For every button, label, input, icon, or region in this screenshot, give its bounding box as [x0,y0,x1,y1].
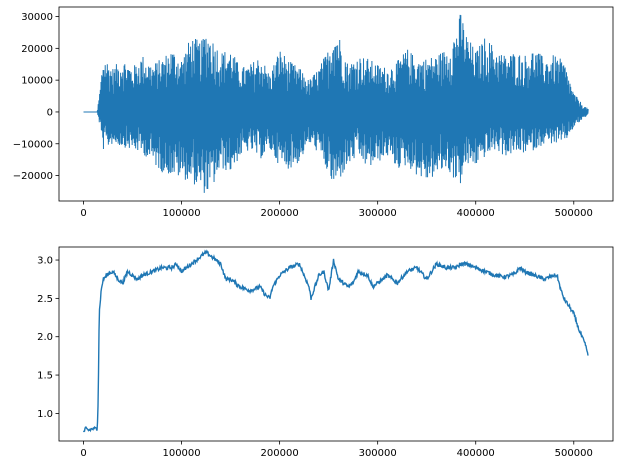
envelope-ytick-label: 3.0 [37,256,53,267]
envelope-ytick-label: 2.5 [37,294,53,305]
waveform-xtick-label: 100000 [162,208,200,219]
envelope-x-axis: 0 100000 200000 300000 400000 500000 [80,441,593,459]
waveform-ytick-label: 0 [47,107,53,118]
waveform-xtick-label: 0 [80,208,86,219]
waveform-ytick-label: −10000 [13,139,53,150]
waveform-xtick-label: 500000 [555,208,593,219]
waveform-plot: 0 100000 200000 300000 400000 500000 −20000−1… [13,6,614,219]
envelope-ytick-label: 1.0 [37,409,53,420]
envelope-ytick-label: 1.5 [37,371,53,382]
waveform-series-line [83,14,589,193]
envelope-series-line [82,249,589,433]
envelope-xtick-label: 300000 [359,448,397,459]
waveform-xtick-label: 300000 [359,208,397,219]
envelope-xtick-label: 0 [80,448,86,459]
envelope-series [82,249,589,433]
envelope-axes-frame [58,246,614,442]
waveform-series [83,14,589,193]
waveform-ytick-label: 20000 [21,44,53,55]
envelope-xtick-label: 500000 [555,448,593,459]
envelope-plot: 0 100000 200000 300000 400000 500000 1.0 1.5 2.… [37,246,614,459]
waveform-ytick-label: 30000 [21,12,53,23]
waveform-xtick-label: 200000 [261,208,299,219]
envelope-xtick-label: 200000 [261,448,299,459]
envelope-ytick-label: 2.0 [37,332,53,343]
waveform-y-axis: −20000 −10000 0 10000 20000 30000 [13,12,59,182]
envelope-xtick-label: 400000 [457,448,495,459]
waveform-x-axis: 0 100000 200000 300000 400000 500000 [80,201,593,219]
waveform-ytick-label: 10000 [21,76,53,87]
envelope-xtick-label: 100000 [162,448,200,459]
waveform-xtick-label: 400000 [457,208,495,219]
waveform-ytick-label: −20000 [13,171,53,182]
envelope-y-axis: 1.0 1.5 2.0 2.5 3.0 [37,256,59,420]
waveform-axes-frame [58,6,614,202]
